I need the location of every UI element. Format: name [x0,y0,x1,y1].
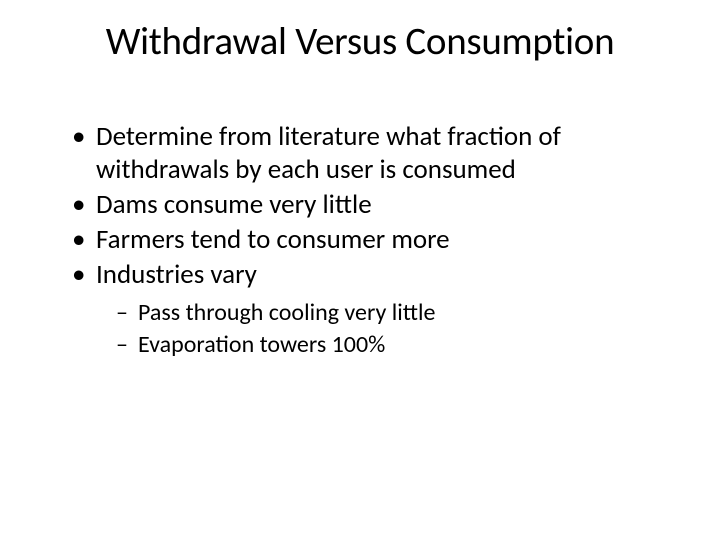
sub-bullet-list: Pass through cooling very little Evapora… [96,298,680,360]
bullet-text: Industries vary [96,258,257,291]
slide-title: Withdrawal Versus Consumption [40,18,680,65]
bullet-item: Farmers tend to consumer more [72,224,680,257]
bullet-text: Dams consume very little [96,188,372,221]
slide-container: Withdrawal Versus Consumption Determine … [0,0,720,540]
bullet-text: Farmers tend to consumer more [96,223,450,256]
bullet-item: Dams consume very little [72,189,680,222]
sub-bullet-text: Evaporation towers 100% [138,330,385,359]
bullet-item: Industries vary Pass through cooling ver… [72,259,680,360]
bullet-list: Determine from literature what fraction … [40,121,680,360]
sub-bullet-item: Pass through cooling very little [116,298,680,328]
sub-bullet-text: Pass through cooling very little [138,298,435,327]
sub-bullet-item: Evaporation towers 100% [116,330,680,360]
bullet-text: Determine from literature what fraction … [96,120,561,186]
bullet-item: Determine from literature what fraction … [72,121,680,187]
